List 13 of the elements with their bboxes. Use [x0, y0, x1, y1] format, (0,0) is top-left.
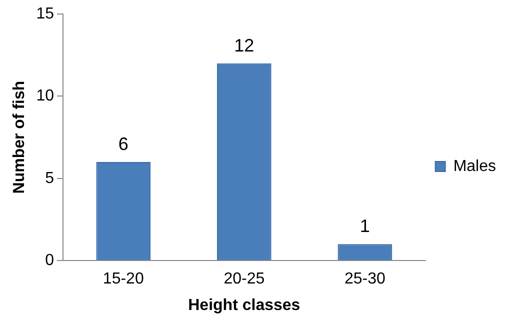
x-tick-label: 20-25 — [224, 270, 265, 288]
data-label: 12 — [234, 35, 254, 56]
x-tick-label: 25-30 — [344, 270, 386, 288]
y-tick-label: 0 — [45, 252, 54, 270]
data-label: 1 — [360, 216, 370, 236]
legend-label: Males — [453, 158, 496, 175]
x-axis-title: Height classes — [188, 296, 300, 314]
y-axis-title: Number of fish — [11, 80, 28, 194]
y-tick-label: 5 — [45, 170, 54, 187]
x-tick-label: 15-20 — [102, 270, 144, 288]
y-tick-label: 10 — [36, 88, 54, 105]
data-label: 6 — [118, 134, 128, 154]
y-tick-label: 15 — [36, 5, 54, 22]
